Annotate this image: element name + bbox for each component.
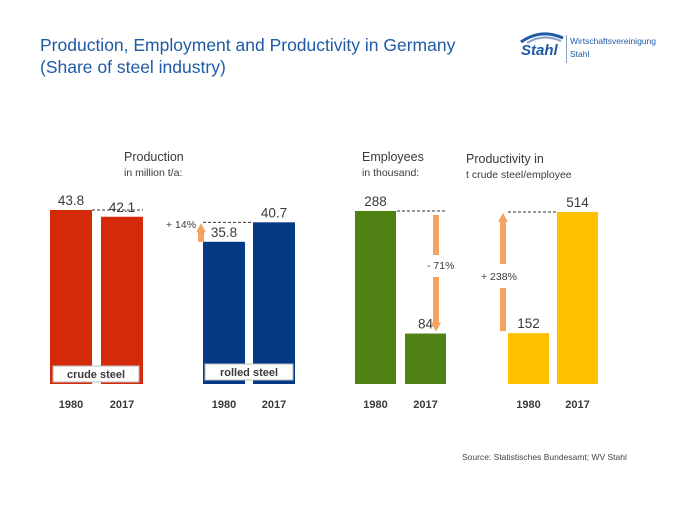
employees-label-bg — [424, 255, 458, 277]
productivity-bar-2017 — [557, 212, 598, 384]
productivity-value-label-2017: 514 — [566, 195, 589, 210]
crude-bar-1980 — [50, 210, 92, 384]
title-line-2: (Share of steel industry) — [40, 57, 226, 77]
chart-title: Production, Employment and Productivity … — [40, 34, 455, 78]
production-subtitle: in million t/a: — [124, 167, 182, 179]
employees-bar-2017 — [405, 333, 446, 384]
employees-year-label-2017: 2017 — [413, 399, 437, 411]
crude-steel-label-box — [52, 365, 140, 383]
employees-value-label-2017: 84 — [418, 317, 434, 332]
rolled-value-label-2017: 40.7 — [261, 205, 287, 220]
crude-year-label-1980: 1980 — [59, 399, 83, 411]
stahl-logo: Stahl Wirtschaftsvereinigung Stahl — [519, 30, 669, 66]
productivity-year-label-1980: 1980 — [516, 399, 540, 411]
employees-value-label-1980: 288 — [364, 194, 387, 209]
logo-word: Stahl — [521, 42, 558, 59]
productivity-bar-1980 — [508, 333, 549, 384]
employees-bar-1980 — [355, 211, 396, 384]
crude-steel-label: crude steel — [67, 369, 125, 381]
logo-swoosh-icon — [520, 32, 564, 44]
productivity-year-label-2017: 2017 — [565, 399, 589, 411]
productivity-label-bg — [478, 264, 522, 288]
rolled-change-label: + 14% — [166, 219, 196, 231]
logo-sub-line-1: Wirtschaftsvereinigung — [570, 36, 656, 46]
logo-sub-line-2: Stahl — [570, 49, 590, 59]
crude-bar-2017 — [101, 216, 143, 384]
crude-year-label-2017: 2017 — [110, 399, 134, 411]
employees-year-label-1980: 1980 — [363, 399, 387, 411]
rolled-year-label-2017: 2017 — [262, 399, 286, 411]
production-title: Production — [124, 150, 184, 164]
title-line-1: Production, Employment and Productivity … — [40, 35, 456, 55]
rolled-year-label-1980: 1980 — [212, 399, 236, 411]
productivity-value-label-1980: 152 — [517, 316, 540, 331]
productivity-change-label: + 238% — [481, 271, 517, 283]
crude-value-label-2017: 42.1 — [109, 200, 135, 215]
productivity-subtitle: t crude steel/employee — [466, 169, 572, 181]
rolled-value-label-1980: 35.8 — [211, 225, 237, 240]
productivity-title: Productivity in — [466, 152, 544, 166]
rolled-bar-1980 — [203, 241, 245, 384]
crude-value-label-1980: 43.8 — [58, 193, 84, 208]
rolled-arrow — [196, 223, 206, 242]
rolled-bar-2017 — [253, 222, 295, 384]
employees-subtitle: in thousand: — [362, 167, 419, 179]
rolled-steel-label: rolled steel — [220, 367, 278, 379]
source-note: Source: Statistisches Bundesamt; WV Stah… — [462, 452, 627, 462]
logo-separator — [566, 35, 567, 63]
employees-change-label: - 71% — [427, 260, 454, 272]
rolled-steel-label-box — [204, 363, 294, 381]
employees-title: Employees — [362, 150, 424, 164]
